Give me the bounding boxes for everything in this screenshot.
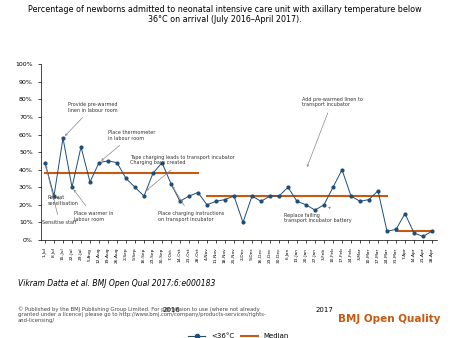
Text: Vikram Datta et al. BMJ Open Qual 2017;6:e000183: Vikram Datta et al. BMJ Open Qual 2017;6… xyxy=(18,279,216,288)
Text: 2017: 2017 xyxy=(315,307,333,313)
Text: Percentage of newborns admitted to neonatal intensive care unit with axillary te: Percentage of newborns admitted to neona… xyxy=(28,5,422,24)
Text: © Published by the BMJ Publishing Group Limited. For permission to use (where no: © Published by the BMJ Publishing Group … xyxy=(18,306,266,323)
Text: Place thermometer
in labour room: Place thermometer in labour room xyxy=(102,130,155,160)
Text: Add pre-warmed linen to
transport incubator: Add pre-warmed linen to transport incuba… xyxy=(302,97,362,166)
Text: Replace failing
transport incubator battery: Replace failing transport incubator batt… xyxy=(284,207,351,223)
Text: 2016: 2016 xyxy=(162,307,180,313)
Text: Repeat
sensitisation: Repeat sensitisation xyxy=(48,195,79,206)
Legend: <36°C, Median: <36°C, Median xyxy=(185,331,292,338)
Text: Sensitise staff: Sensitise staff xyxy=(42,166,77,225)
Text: BMJ Open Quality: BMJ Open Quality xyxy=(338,314,440,324)
Text: Place warmer in
labour room: Place warmer in labour room xyxy=(74,190,113,222)
Text: Place charging instructions
on transport incubator: Place charging instructions on transport… xyxy=(158,187,224,222)
Text: Tape charging leads to transport incubator
Charging bays created: Tape charging leads to transport incubat… xyxy=(130,154,235,190)
Text: Provide pre-warmed
linen in labour room: Provide pre-warmed linen in labour room xyxy=(65,102,117,136)
